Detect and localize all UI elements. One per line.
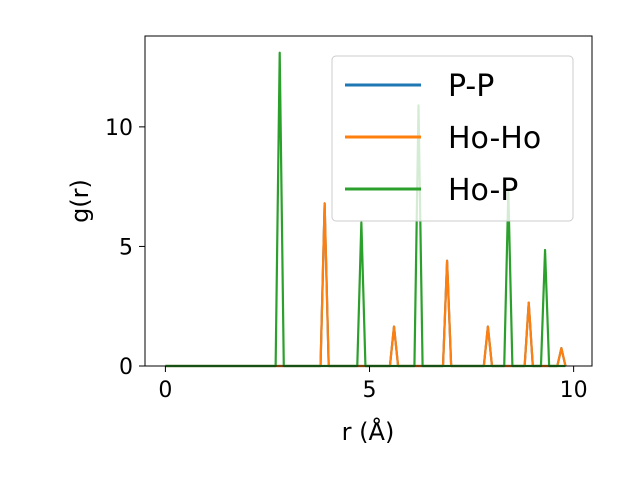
legend-label: P-P [448,69,494,104]
y-tick-label: 10 [105,116,133,141]
y-tick-label: 5 [119,235,133,260]
x-axis-ticks: 0 5 10 [158,366,588,403]
x-tick-label: 5 [363,378,377,403]
x-axis-label: r (Å) [342,417,395,446]
plot-frame [144,35,593,367]
y-axis-ticks: 0 5 10 [105,116,145,380]
x-tick-label: 0 [158,378,172,403]
x-tick-label: 10 [560,378,588,403]
legend-entry-ho-ho: Ho-Ho [345,121,541,156]
legend-frame [331,55,574,222]
legend: P-P Ho-Ho Ho-P [331,55,574,222]
y-tick-label: 0 [119,355,133,380]
legend-entry-p-p: P-P [345,69,494,104]
legend-label: Ho-P [448,173,518,208]
legend-label: Ho-Ho [448,121,541,156]
legend-entry-ho-p: Ho-P [345,173,518,208]
y-axis-label: g(r) [66,179,94,223]
